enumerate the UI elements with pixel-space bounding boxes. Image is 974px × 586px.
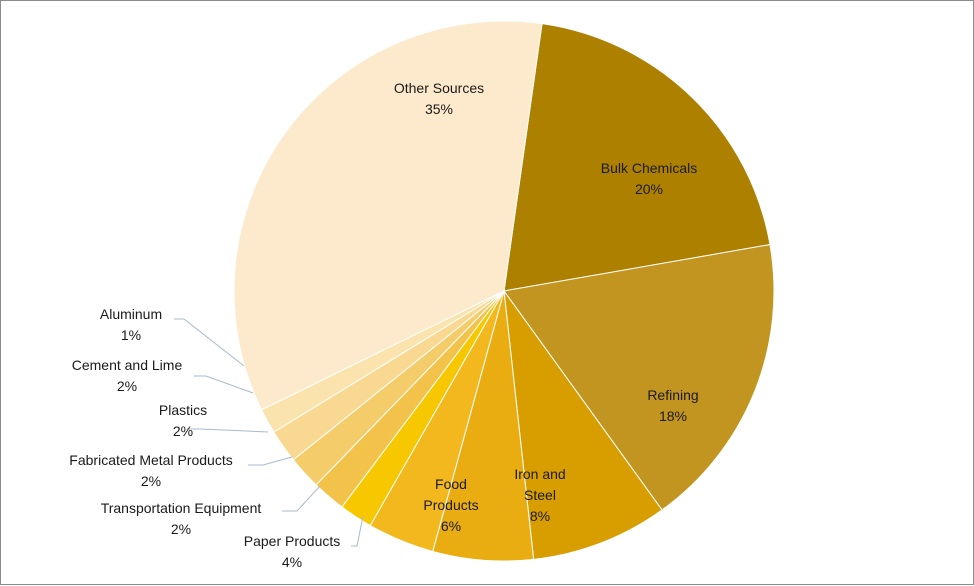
slice-label-fabricated-metal-products: Fabricated Metal Products 2% bbox=[69, 452, 232, 489]
leader-line-transportation-equipment bbox=[282, 485, 321, 512]
pie-slices bbox=[233, 20, 775, 562]
leader-line-aluminum bbox=[174, 318, 245, 367]
leader-line-fabricated-metal-products bbox=[248, 456, 293, 466]
slice-label-bulk-chemicals: Bulk Chemicals 20% bbox=[601, 160, 697, 197]
leader-line-cement-and-lime bbox=[194, 375, 254, 394]
pie-slice-iron-and-steel bbox=[503, 289, 663, 560]
slice-label-other-sources: Other Sources 35% bbox=[394, 80, 484, 117]
leader-lines bbox=[174, 318, 364, 547]
leader-line-plastics bbox=[187, 428, 269, 433]
pie-slice-other-sources bbox=[233, 20, 543, 411]
slice-label-cement-and-lime: Cement and Lime 2% bbox=[72, 357, 183, 394]
slice-label-paper-products: Paper Products 4% bbox=[244, 533, 341, 570]
leader-line-paper-products bbox=[351, 515, 364, 547]
slice-label-aluminum: Aluminum 1% bbox=[100, 306, 162, 343]
slice-labels: Bulk Chemicals 20% Refining 18% Iron and Stee… bbox=[69, 80, 698, 570]
slice-label-iron-and-steel: Iron and Steel 8% bbox=[514, 466, 565, 524]
slice-label-plastics: Plastics 2% bbox=[159, 402, 207, 439]
slice-label-refining: Refining 18% bbox=[647, 387, 698, 424]
slice-label-food-products: Food Products 6% bbox=[423, 476, 478, 534]
slice-label-transportation-equipment: Transportation Equipment 2% bbox=[101, 500, 262, 537]
pie-slice-bulk-chemicals bbox=[503, 23, 771, 292]
pie-slice-refining bbox=[503, 244, 775, 511]
